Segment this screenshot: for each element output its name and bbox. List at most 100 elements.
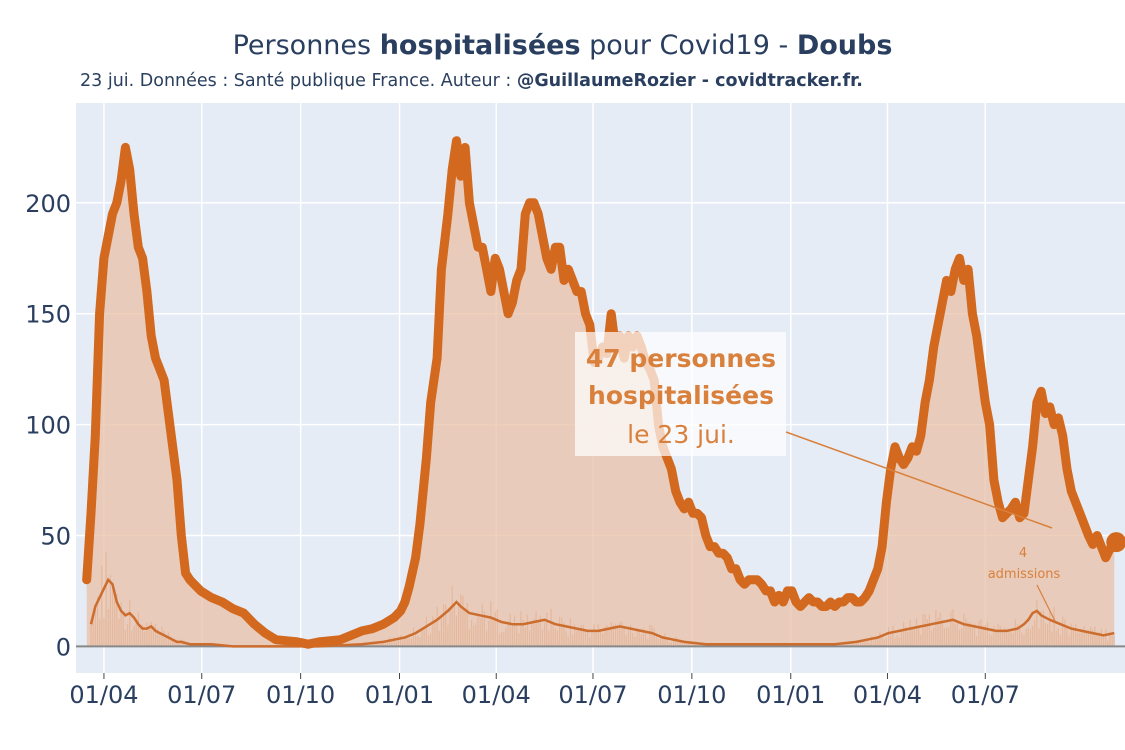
admissions-bar <box>498 633 501 647</box>
admissions-bar <box>662 638 664 647</box>
admissions-bar <box>483 611 486 647</box>
admissions-bar <box>868 641 870 647</box>
admissions-bar <box>462 595 464 647</box>
admissions-bar <box>455 615 458 647</box>
admissions-bar <box>571 634 574 647</box>
admissions-bar <box>698 644 700 647</box>
admissions-bar <box>941 619 943 647</box>
admissions-bar <box>1066 627 1068 647</box>
admissions-bar <box>696 642 698 647</box>
y-tick-label: 100 <box>25 412 71 440</box>
admissions-bar <box>524 627 526 647</box>
admissions-bar <box>513 615 516 647</box>
subtitle-bold: @GuillaumeRozier - covidtracker.fr. <box>516 71 863 91</box>
admissions-bar <box>885 637 887 647</box>
admissions-bar <box>860 642 862 647</box>
admissions-bar <box>924 613 926 647</box>
admissions-bar <box>559 616 561 647</box>
admissions-bar <box>950 611 952 647</box>
admissions-bar <box>688 642 690 647</box>
admissions-bar <box>625 634 627 647</box>
admissions-bar <box>1090 626 1092 647</box>
admissions-bar <box>496 609 498 647</box>
admissions-bar <box>907 631 909 647</box>
admissions-bar <box>550 608 552 647</box>
admissions-bar <box>1047 623 1049 647</box>
admissions-bar <box>488 620 490 647</box>
admissions-bar <box>881 635 883 647</box>
admissions-bar <box>675 636 677 647</box>
admissions-bar <box>1094 626 1096 647</box>
admissions-bar <box>582 624 584 647</box>
admissions-bar <box>516 624 518 647</box>
admissions-bar <box>148 625 150 647</box>
admissions-bar <box>576 630 578 647</box>
admissions-bar <box>99 618 101 647</box>
admissions-bar <box>1004 627 1006 647</box>
admissions-bar <box>619 621 621 647</box>
admissions-bar <box>1096 633 1098 647</box>
admissions-bar <box>1113 635 1115 647</box>
admissions-bar <box>537 620 539 647</box>
admissions-bar <box>451 585 453 647</box>
admissions-bar <box>632 632 634 647</box>
admissions-bar <box>458 604 460 647</box>
admissions-bar <box>464 607 466 647</box>
admissions-note-value: 4 <box>1019 546 1027 561</box>
admissions-bar <box>623 626 625 647</box>
admissions-bar <box>948 627 950 647</box>
admissions-bar <box>1019 628 1021 647</box>
admissions-bar <box>900 631 903 647</box>
admissions-bar <box>887 626 890 647</box>
admissions-bar <box>872 640 875 647</box>
admissions-bar <box>94 610 96 647</box>
admissions-bar <box>154 623 157 647</box>
admissions-bar <box>1081 629 1083 647</box>
annotation-text-line: 47 personnes <box>586 344 776 373</box>
admissions-bar <box>1001 629 1004 647</box>
admissions-bar <box>382 641 384 647</box>
admissions-bar <box>999 625 1001 647</box>
admissions-bar <box>391 639 393 647</box>
admissions-bar <box>1087 629 1090 647</box>
admissions-bar <box>685 643 688 647</box>
admissions-bar <box>477 613 479 647</box>
admissions-bar <box>90 620 92 647</box>
admissions-bar <box>387 642 389 647</box>
admissions-bar <box>993 625 995 647</box>
admissions-bar <box>1057 628 1059 647</box>
admissions-bar <box>185 642 187 647</box>
admissions-bar <box>920 634 922 647</box>
admissions-bar <box>690 643 692 647</box>
admissions-bar <box>1016 624 1019 647</box>
admissions-bar <box>393 637 395 647</box>
admissions-bar <box>157 628 159 647</box>
admissions-bar <box>111 589 114 647</box>
admissions-bar <box>939 612 941 647</box>
admissions-bar <box>178 641 180 647</box>
admissions-bar <box>961 628 963 647</box>
y-tick-label: 200 <box>25 190 71 218</box>
admissions-bar <box>1077 632 1079 647</box>
admissions-bar <box>1107 640 1109 647</box>
admissions-bar <box>995 632 997 647</box>
admissions-bar <box>918 625 920 647</box>
admissions-bar <box>988 633 991 647</box>
admissions-bar <box>109 574 111 647</box>
admissions-bar <box>1042 610 1044 647</box>
admissions-bar <box>1014 619 1016 647</box>
admissions-bar <box>522 619 524 647</box>
admissions-bar <box>945 627 948 647</box>
admissions-bar <box>1109 632 1111 647</box>
admissions-bar <box>1025 628 1027 647</box>
admissions-bar <box>120 602 122 647</box>
admissions-bar <box>415 635 417 647</box>
admissions-bar <box>838 644 840 647</box>
admissions-bar <box>427 635 430 647</box>
admissions-bar <box>892 625 894 647</box>
admissions-bar <box>511 625 513 647</box>
x-tick-label: 01/10 <box>657 681 726 709</box>
admissions-bar <box>103 617 105 647</box>
admissions-note-label: admissions <box>988 567 1061 582</box>
admissions-bar <box>402 640 404 647</box>
